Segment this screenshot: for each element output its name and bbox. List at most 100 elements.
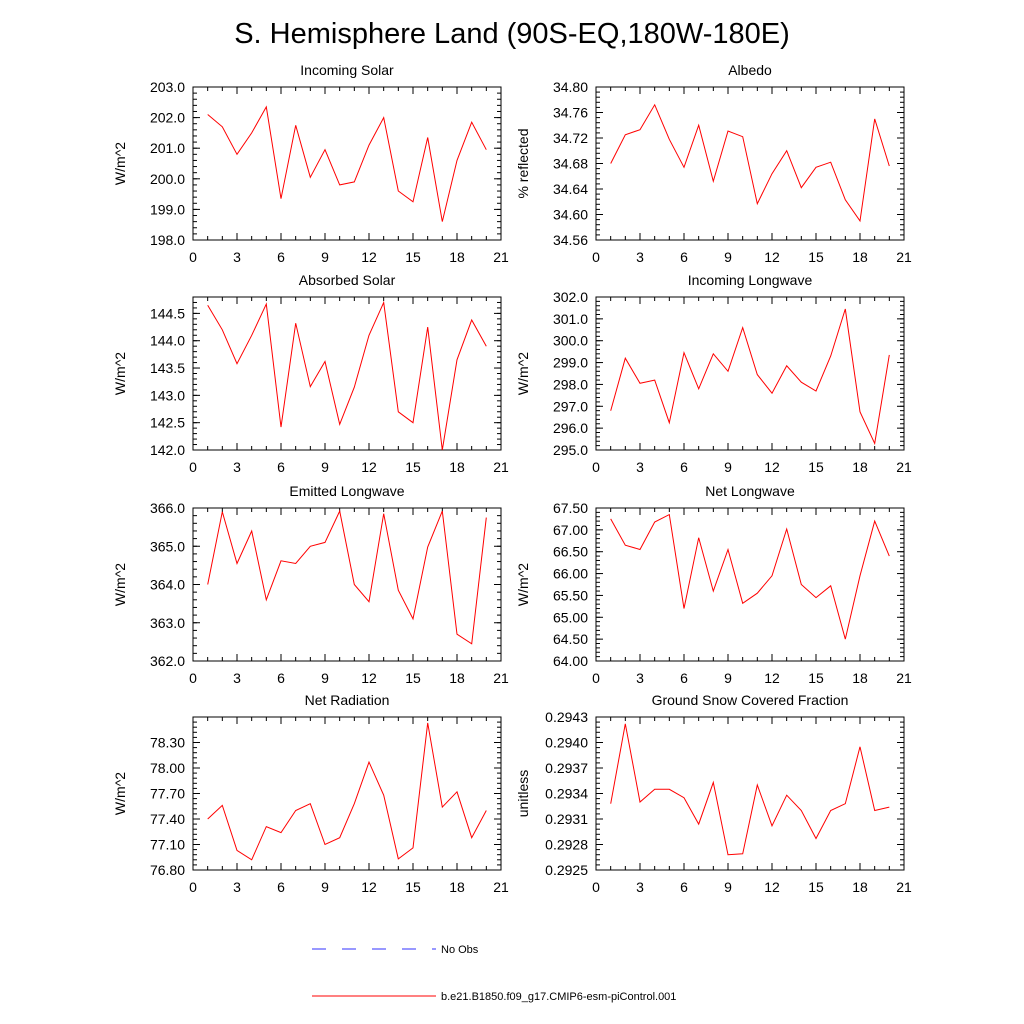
x-tick-label: 3 bbox=[636, 670, 644, 686]
panels: Incoming Solar 198.0 199.0 200.0 201.0 202.0 2… bbox=[112, 62, 912, 895]
y-tick-label: 66.00 bbox=[553, 566, 588, 582]
y-tick-label: 67.50 bbox=[553, 500, 588, 516]
x-tick-label: 21 bbox=[493, 459, 509, 475]
y-tick-label: 143.0 bbox=[150, 387, 185, 403]
plot-frame bbox=[595, 716, 905, 871]
chart-absorbed-solar: Absorbed Solar 142.0 142.5 143.0 143.5 144.0 1… bbox=[112, 272, 509, 475]
legend-label-no-obs: No Obs bbox=[441, 944, 479, 956]
x-tick-label: 0 bbox=[592, 879, 600, 895]
y-tick-label: 0.2940 bbox=[545, 735, 588, 751]
chart-albedo: Albedo 34.56 34.60 34.64 34.68 34.72 34.76 34.8… bbox=[515, 62, 912, 265]
y-axis-label: W/m^2 bbox=[112, 772, 128, 815]
x-tick-label: 3 bbox=[636, 879, 644, 895]
x-tick-label: 0 bbox=[592, 459, 600, 475]
y-tick-label: 64.00 bbox=[553, 653, 588, 669]
y-tick-label: 203.0 bbox=[150, 79, 185, 95]
y-tick-label: 0.2925 bbox=[545, 862, 588, 878]
series-line bbox=[207, 300, 487, 451]
chart-incoming-longwave: Incoming Longwave 295.0 296.0 297.0 298.0 299… bbox=[515, 272, 912, 475]
y-tick-label: 0.2931 bbox=[545, 811, 588, 827]
y-tick-label: 76.80 bbox=[150, 862, 185, 878]
panel-title: Incoming Longwave bbox=[688, 272, 813, 288]
y-tick-label: 142.5 bbox=[150, 415, 185, 431]
y-tick-label: 297.0 bbox=[553, 398, 588, 414]
x-tick-label: 3 bbox=[233, 879, 241, 895]
x-tick-label: 18 bbox=[852, 249, 868, 265]
x-tick-label: 12 bbox=[361, 249, 377, 265]
y-tick-label: 300.0 bbox=[553, 333, 588, 349]
chart-net-radiation: Net Radiation 76.80 77.10 77.40 77.70 78.00 78… bbox=[112, 692, 509, 895]
y-tick-label: 144.5 bbox=[150, 305, 185, 321]
panel-title: Net Radiation bbox=[305, 692, 390, 708]
x-tick-label: 9 bbox=[724, 670, 732, 686]
y-tick-label: 299.0 bbox=[553, 355, 588, 371]
chart-net-longwave: Net Longwave 64.00 64.50 65.00 65.50 66.00 66.… bbox=[515, 483, 912, 686]
series-line bbox=[207, 105, 487, 222]
y-tick-label: 202.0 bbox=[150, 110, 185, 126]
series-line bbox=[610, 513, 890, 640]
panel-title: Absorbed Solar bbox=[299, 272, 396, 288]
series-line bbox=[207, 509, 487, 645]
y-tick-label: 34.76 bbox=[553, 105, 588, 121]
x-tick-label: 6 bbox=[680, 249, 688, 265]
y-tick-label: 0.2934 bbox=[545, 786, 588, 802]
x-tick-label: 6 bbox=[680, 670, 688, 686]
y-tick-label: 0.2943 bbox=[545, 709, 588, 725]
y-tick-label: 0.2937 bbox=[545, 760, 588, 776]
x-tick-label: 15 bbox=[808, 459, 824, 475]
x-tick-label: 12 bbox=[764, 670, 780, 686]
y-axis-label: W/m^2 bbox=[112, 563, 128, 606]
y-tick-label: 363.0 bbox=[150, 615, 185, 631]
y-tick-label: 364.0 bbox=[150, 577, 185, 593]
x-tick-label: 15 bbox=[405, 879, 421, 895]
chart-ground-snow-covered-fraction: Ground Snow Covered Fraction 0.2925 0.2928… bbox=[515, 692, 912, 895]
x-tick-label: 21 bbox=[493, 879, 509, 895]
y-tick-label: 199.0 bbox=[150, 201, 185, 217]
x-tick-label: 0 bbox=[189, 670, 197, 686]
y-tick-label: 200.0 bbox=[150, 171, 185, 187]
x-tick-label: 0 bbox=[592, 670, 600, 686]
y-tick-label: 65.00 bbox=[553, 609, 588, 625]
y-tick-label: 77.70 bbox=[150, 786, 185, 802]
series-line bbox=[207, 722, 487, 861]
y-tick-label: 362.0 bbox=[150, 653, 185, 669]
plot-frame bbox=[595, 507, 905, 662]
x-tick-label: 9 bbox=[724, 249, 732, 265]
legend: No Obs b.e21.B1850.f09_g17.CMIP6-esm-piC… bbox=[312, 944, 676, 1003]
y-axis-label: W/m^2 bbox=[112, 352, 128, 395]
chart-emitted-longwave: Emitted Longwave 362.0 363.0 364.0 365.0 366.… bbox=[112, 483, 509, 686]
y-tick-label: 142.0 bbox=[150, 442, 185, 458]
x-tick-label: 21 bbox=[493, 670, 509, 686]
x-tick-label: 9 bbox=[321, 459, 329, 475]
series-line bbox=[610, 723, 890, 856]
x-tick-label: 6 bbox=[277, 670, 285, 686]
y-tick-label: 34.68 bbox=[553, 156, 588, 172]
y-axis-label: W/m^2 bbox=[112, 142, 128, 185]
y-axis-label: unitless bbox=[515, 770, 531, 817]
x-tick-label: 21 bbox=[896, 249, 912, 265]
y-tick-label: 64.50 bbox=[553, 631, 588, 647]
y-tick-label: 66.50 bbox=[553, 544, 588, 560]
x-tick-label: 18 bbox=[449, 459, 465, 475]
x-tick-label: 6 bbox=[277, 879, 285, 895]
panel-title: Ground Snow Covered Fraction bbox=[652, 692, 849, 708]
x-tick-label: 9 bbox=[321, 670, 329, 686]
x-tick-label: 9 bbox=[321, 879, 329, 895]
x-tick-label: 6 bbox=[680, 459, 688, 475]
x-tick-label: 21 bbox=[493, 249, 509, 265]
x-tick-label: 18 bbox=[449, 670, 465, 686]
y-tick-label: 34.64 bbox=[553, 181, 588, 197]
y-tick-label: 295.0 bbox=[553, 442, 588, 458]
y-tick-label: 301.0 bbox=[553, 311, 588, 327]
x-tick-label: 0 bbox=[189, 249, 197, 265]
x-tick-label: 3 bbox=[233, 670, 241, 686]
y-tick-label: 34.56 bbox=[553, 232, 588, 248]
y-tick-label: 78.00 bbox=[150, 760, 185, 776]
x-tick-label: 15 bbox=[808, 670, 824, 686]
x-tick-label: 12 bbox=[764, 879, 780, 895]
y-tick-label: 67.00 bbox=[553, 522, 588, 538]
x-tick-label: 18 bbox=[852, 459, 868, 475]
x-tick-label: 15 bbox=[405, 670, 421, 686]
x-tick-label: 15 bbox=[808, 879, 824, 895]
